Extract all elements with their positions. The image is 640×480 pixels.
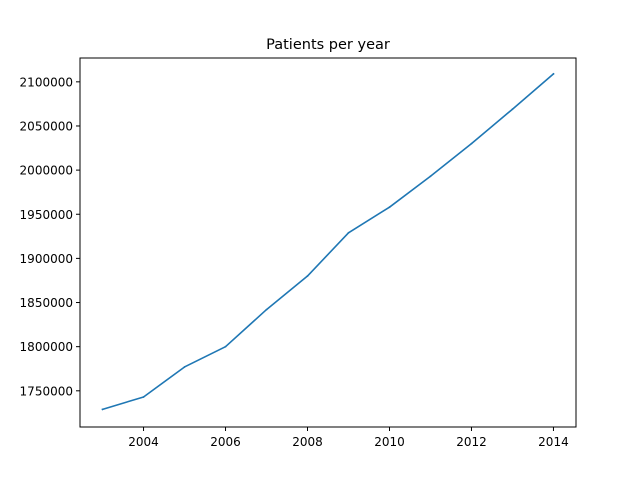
data-point [265, 308, 268, 311]
series-layer [101, 72, 555, 411]
y-tick-label: 1850000 [20, 296, 73, 310]
chart-title: Patients per year [266, 37, 390, 53]
data-point [388, 206, 391, 209]
series-line [101, 72, 555, 411]
data-point [470, 142, 473, 145]
data-point [142, 396, 145, 398]
y-tick-label: 1950000 [20, 208, 73, 222]
x-tick-label: 2012 [456, 435, 487, 449]
data-point [347, 231, 350, 234]
x-tick-label: 2008 [292, 435, 323, 449]
data-point [306, 275, 309, 277]
data-point [224, 345, 227, 348]
data-point [511, 108, 514, 111]
data-point [183, 366, 186, 368]
y-tick-label: 2100000 [20, 75, 73, 89]
x-tick-label: 2010 [374, 435, 405, 449]
data-point [552, 72, 555, 75]
x-tick-label: 2006 [210, 435, 241, 449]
data-point [429, 175, 432, 178]
y-tick-label: 2000000 [20, 164, 73, 178]
y-axis-ticks: 1750000 1800000 1850000 1900000 1950000 20000… [20, 75, 80, 398]
x-axis-ticks: 2004 2006 2008 2010 2012 2014 [128, 427, 569, 449]
y-tick-label: 1800000 [20, 340, 73, 354]
y-tick-label: 2050000 [20, 119, 73, 133]
y-tick-label: 1750000 [20, 384, 73, 398]
x-tick-label: 2014 [538, 435, 569, 449]
plot-frame [79, 57, 577, 428]
data-point [101, 408, 104, 411]
x-tick-label: 2004 [128, 435, 159, 449]
y-tick-label: 1900000 [20, 252, 73, 266]
